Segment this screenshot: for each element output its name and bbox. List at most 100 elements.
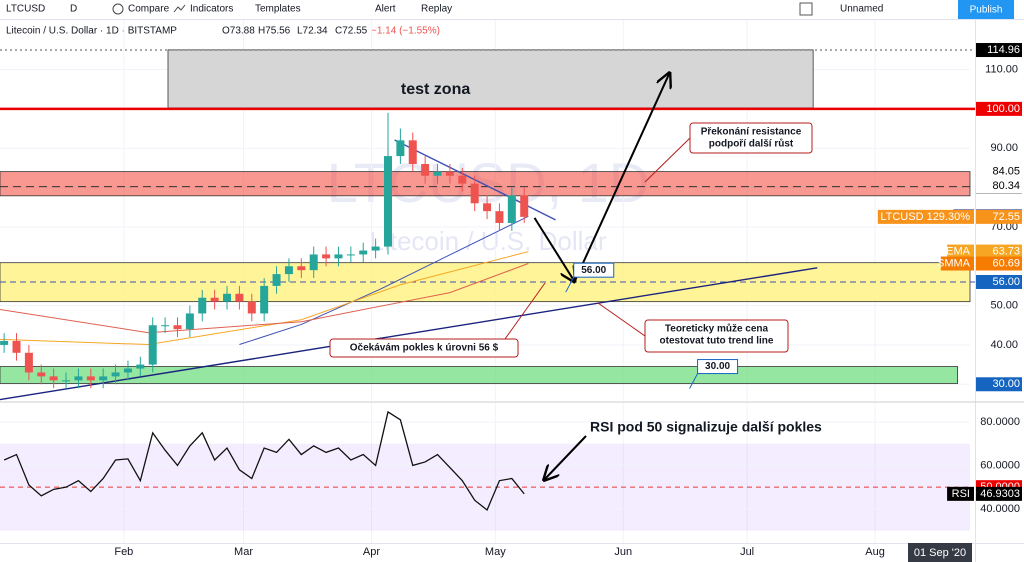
rsi-band (0, 443, 970, 531)
replay[interactable]: Replay (421, 4, 452, 15)
plot: Feb Mar Apr May Jun Jul Aug 30.00 40.00 50.00 60.0… (0, 20, 1022, 558)
candle-body (334, 254, 343, 259)
compare-icon[interactable] (112, 3, 124, 15)
price-badge-label: 63.73 (992, 245, 1020, 257)
badge-name-box (940, 256, 974, 271)
candle-body (445, 171, 454, 176)
annotation-pointer (644, 137, 691, 183)
y-tick-label: 40.00 (990, 339, 1018, 351)
trend-line (0, 267, 818, 401)
annotation-text: Překonání resistance (701, 127, 802, 138)
candle-body (123, 368, 132, 373)
publish[interactable]: Publish (970, 5, 1003, 16)
checkbox[interactable] (799, 2, 813, 16)
price-badge-label: 114.96 (987, 44, 1020, 56)
candle-body (247, 301, 256, 314)
zone (167, 49, 814, 109)
candle-body (483, 203, 492, 212)
x-tick-label: Jun (614, 546, 632, 558)
label-pointer (689, 373, 699, 389)
price-badge-label: 72.55 (992, 211, 1020, 223)
zone-label: test zona (401, 81, 470, 98)
annotation-box (689, 122, 813, 154)
badge-name: LTCUSD 129.30% (880, 211, 970, 223)
candle-body (396, 140, 405, 157)
x-tick-label: Jul (740, 546, 754, 558)
annotation-text: otestovat tuto trend line (660, 336, 774, 347)
candle-body (260, 285, 269, 314)
price-badge (976, 256, 1022, 271)
price-badge (976, 43, 1022, 58)
moving-average (0, 263, 529, 334)
x-tick-label: Mar (234, 546, 253, 558)
price-badge-label: 56.00 (992, 276, 1020, 288)
price-badge-label: 60.69 (992, 257, 1020, 269)
toolbar (0, 0, 1024, 19)
price-badge (976, 377, 1022, 392)
badge-name-box (947, 244, 974, 259)
candle-body (0, 340, 9, 345)
date-badge-bg (908, 543, 972, 562)
price-badge (976, 179, 1022, 194)
candle-body (185, 313, 194, 330)
candle-body (470, 183, 479, 204)
legend-close: C72.55 (335, 26, 368, 37)
zone (0, 366, 959, 384)
candle-body (272, 274, 281, 286)
candle-body (86, 376, 95, 381)
legend-title: Litecoin / U.S. Dollar · 1D · BITSTAMP (6, 26, 177, 37)
rsi-annotation: RSI pod 50 signalizuje další pokles (590, 419, 822, 435)
candle-body (223, 293, 232, 302)
price-badge (976, 486, 1022, 501)
x-tick-label: Apr (363, 546, 380, 558)
publish-button[interactable] (958, 0, 1014, 19)
watermark-name: Litecoin / U.S. Dollar (370, 226, 607, 256)
candle-body (297, 266, 306, 271)
level-label: 56.00 (581, 265, 606, 276)
candle-body (24, 352, 33, 373)
level-label-box (697, 359, 739, 375)
candle-body (111, 372, 120, 377)
candle-body (359, 250, 368, 255)
candle-body (161, 325, 170, 327)
candle-body (99, 376, 108, 381)
badge-name-box (877, 209, 974, 224)
price-badge-label: 46.9303 (980, 488, 1020, 500)
templates[interactable]: Templates (255, 4, 301, 15)
legend-open: O73.88 (222, 26, 255, 37)
symbol[interactable]: LTCUSD (6, 4, 45, 15)
zone (0, 171, 971, 197)
y-tick-label: 110.00 (985, 63, 1018, 75)
y-tick-label: 90.00 (990, 142, 1018, 154)
candle-body (74, 376, 83, 381)
indicators[interactable]: Indicators (190, 4, 233, 15)
alert[interactable]: Alert (375, 4, 396, 15)
legend-change: −1.14 (−1.55%) (371, 26, 440, 37)
moving-average (239, 215, 529, 346)
x-tick-label: Feb (114, 546, 133, 558)
candle-body (507, 195, 516, 223)
candle-body (148, 325, 157, 365)
layout-name[interactable]: Unnamed (840, 4, 883, 15)
indicators-icon[interactable] (173, 4, 186, 13)
arrow (533, 217, 575, 282)
badge-name: EMA (946, 245, 971, 257)
annotation-box (329, 338, 519, 358)
annotation-text: Teoreticky může cena (665, 323, 769, 335)
candle-body (421, 163, 430, 176)
moving-average (0, 251, 529, 346)
candle-body (235, 293, 244, 302)
y-tick-label: 50.00 (990, 299, 1018, 311)
compare[interactable]: Compare (128, 4, 170, 15)
candle-body (322, 254, 331, 259)
level-label: 30.00 (705, 361, 730, 372)
candle-body (520, 195, 529, 217)
price-badge-label: 80.34 (992, 180, 1020, 192)
badge-name: RSI (952, 488, 970, 500)
candle-body (198, 297, 207, 314)
candle-body (62, 380, 71, 382)
price-badge (976, 244, 1022, 259)
interval[interactable]: D (70, 4, 77, 15)
candle-body (495, 211, 504, 223)
